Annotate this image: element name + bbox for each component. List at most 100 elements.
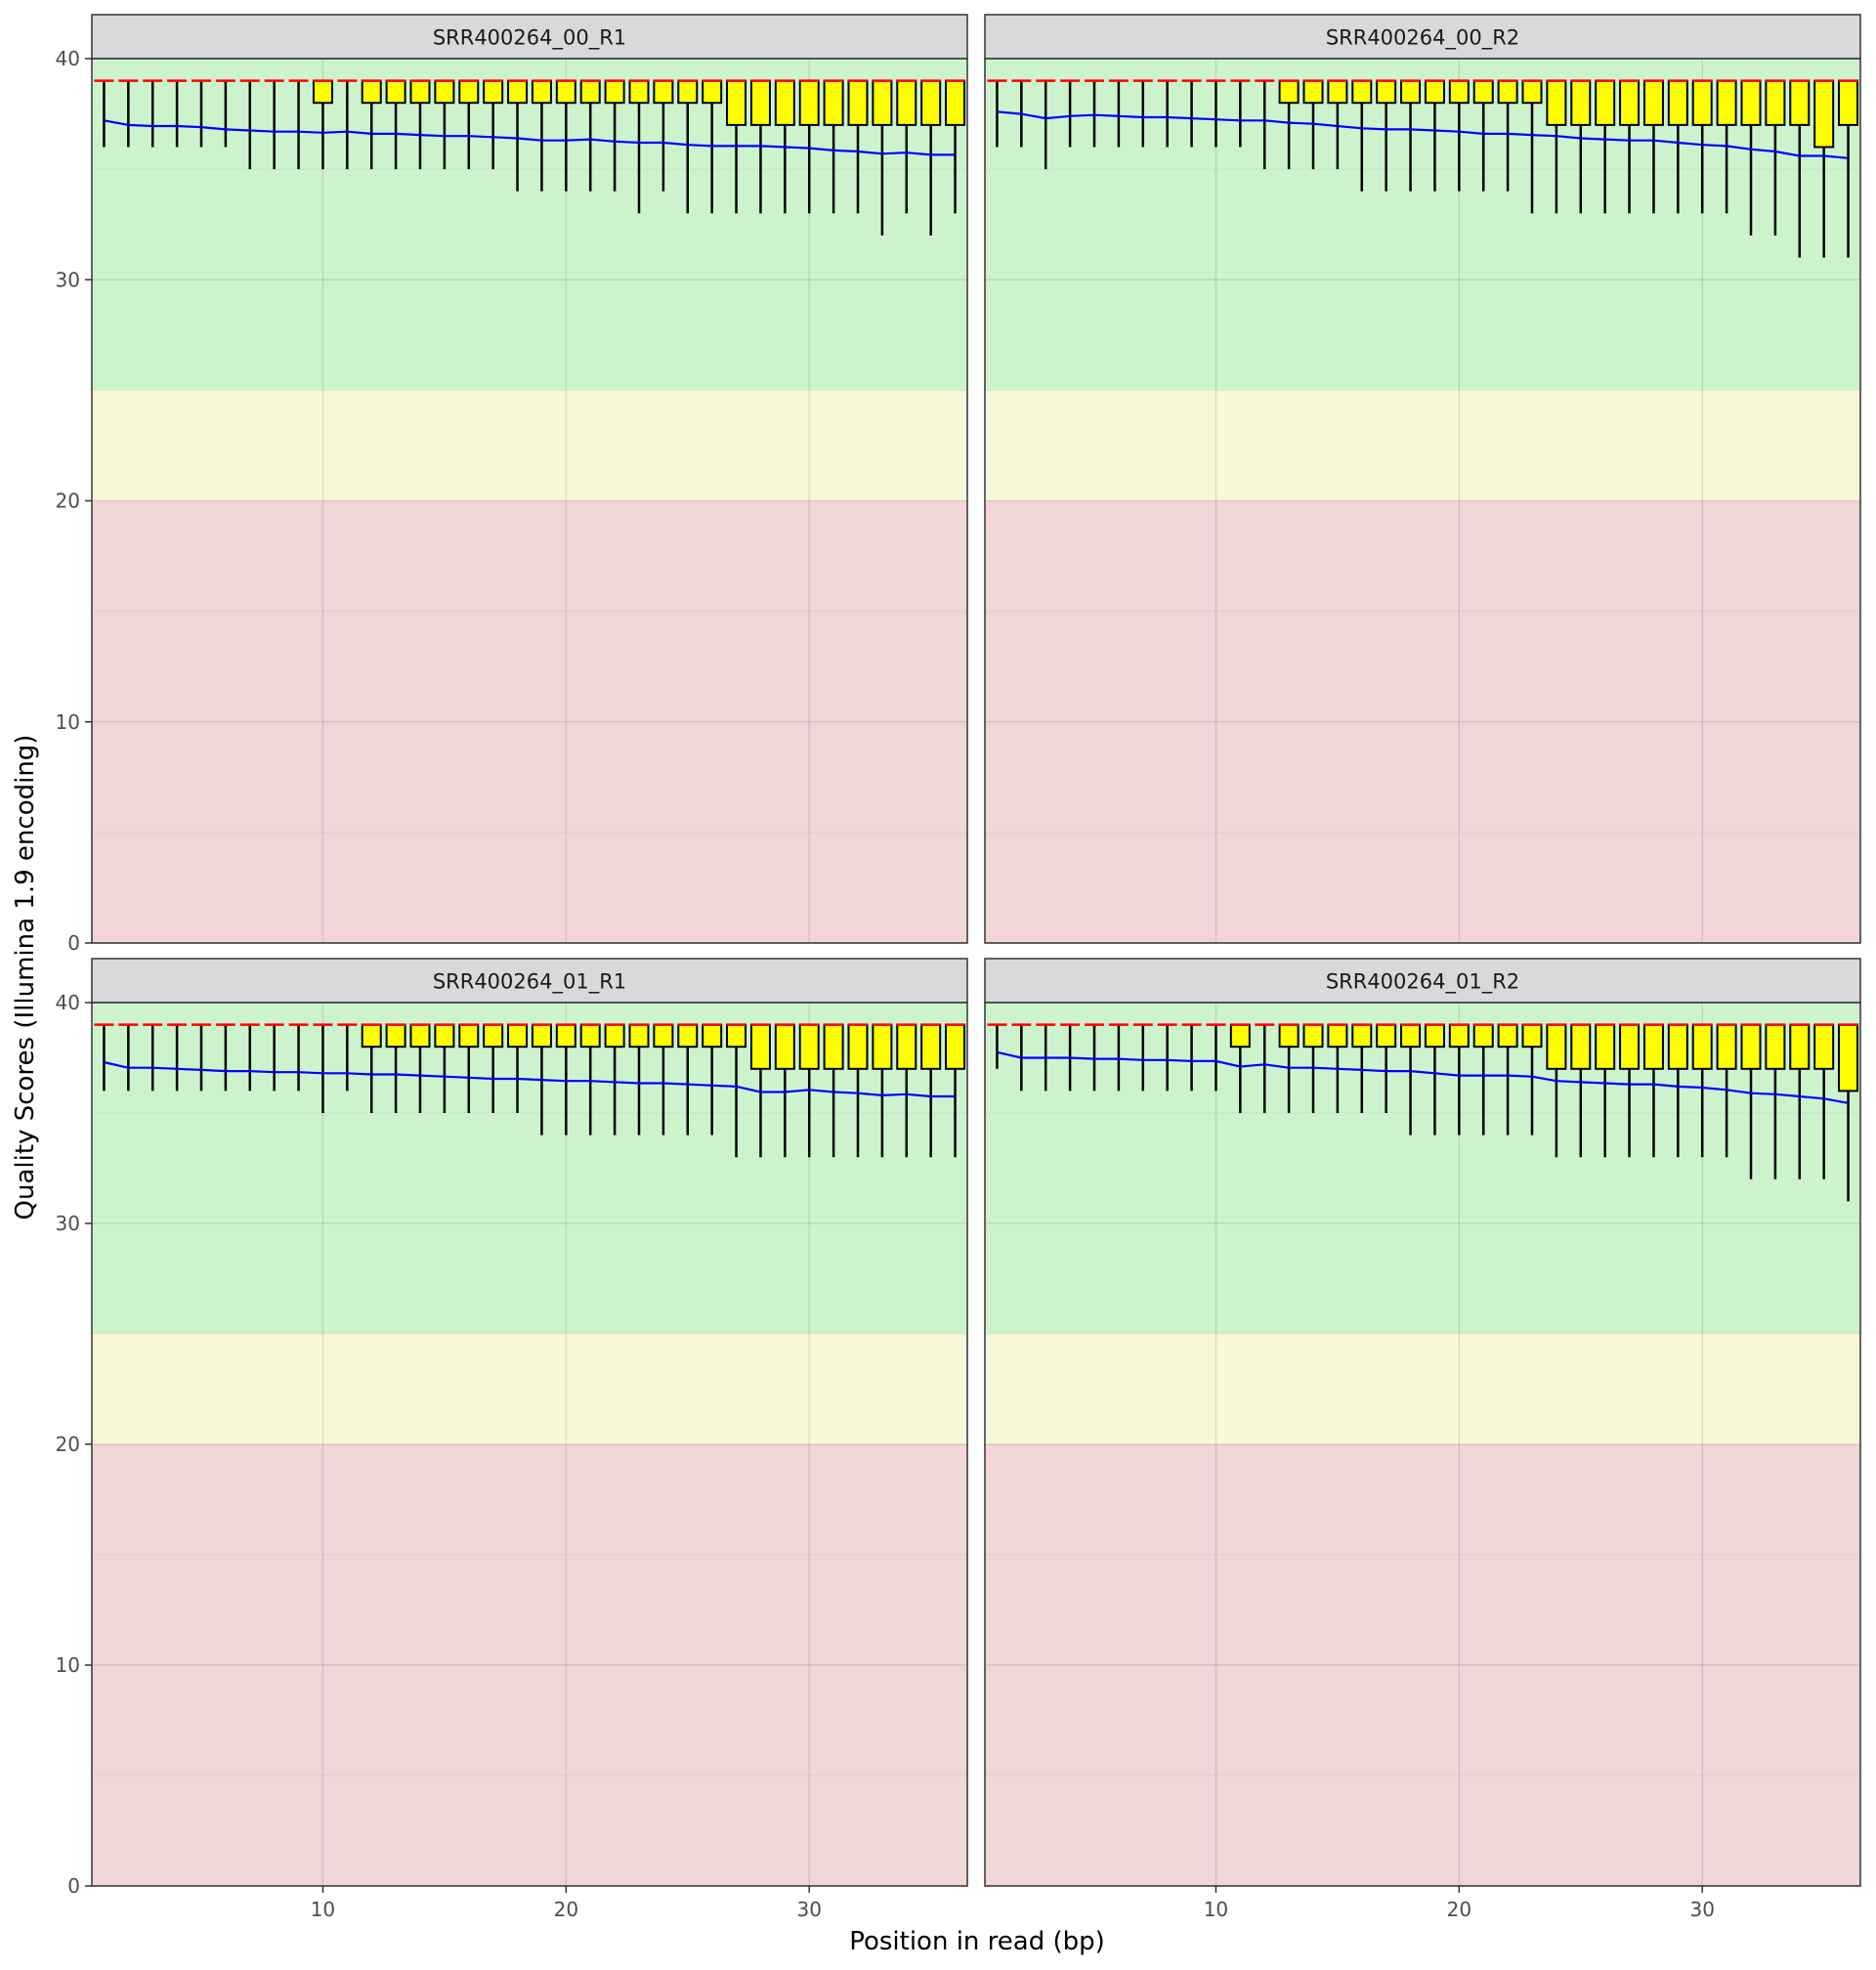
- box: [385, 1023, 406, 1049]
- box: [579, 1023, 601, 1049]
- x-tick-label: 30: [1689, 1898, 1714, 1921]
- panel-title: SRR400264_01_R2: [1326, 970, 1519, 995]
- box: [312, 79, 333, 105]
- box: [458, 1023, 480, 1049]
- box: [1740, 1023, 1762, 1070]
- box: [1619, 79, 1641, 126]
- box: [1521, 1023, 1543, 1049]
- box: [726, 1023, 747, 1049]
- box: [1667, 79, 1688, 126]
- box: [872, 79, 893, 126]
- box: [1765, 1023, 1786, 1070]
- y-tick-label: 0: [67, 931, 80, 955]
- box: [1595, 79, 1616, 126]
- mean-line: [104, 119, 956, 156]
- box: [1497, 79, 1518, 105]
- box: [1838, 79, 1859, 126]
- box: [555, 79, 576, 105]
- box: [920, 1023, 942, 1070]
- box: [1595, 1023, 1616, 1070]
- box: [483, 79, 504, 105]
- quality-band-1: [92, 1334, 967, 1444]
- quality-band-0: [985, 1444, 1860, 1886]
- box: [1642, 79, 1664, 126]
- x-axis-label: Position in read (bp): [849, 1927, 1105, 1956]
- quality-band-2: [985, 59, 1860, 391]
- box: [1691, 1023, 1713, 1070]
- box: [1400, 1023, 1422, 1049]
- box: [1667, 1023, 1688, 1070]
- box: [1619, 1023, 1641, 1070]
- box: [1642, 1023, 1664, 1070]
- mean-line: [997, 110, 1849, 159]
- box: [434, 79, 455, 105]
- box: [1400, 79, 1422, 105]
- box: [1813, 79, 1835, 149]
- box: [1813, 1023, 1835, 1070]
- y-tick-label: 30: [56, 1212, 80, 1235]
- box: [749, 79, 771, 126]
- box: [1716, 79, 1737, 126]
- panel-title: SRR400264_00_R2: [1326, 26, 1519, 51]
- box: [1327, 1023, 1348, 1049]
- box: [1376, 1023, 1397, 1049]
- box: [1497, 1023, 1518, 1049]
- quality-band-0: [92, 500, 967, 943]
- box: [385, 79, 406, 105]
- box: [531, 79, 552, 105]
- panel-border: [984, 1002, 1861, 1887]
- box: [653, 1023, 674, 1049]
- y-tick-label: 30: [56, 268, 80, 291]
- box: [945, 79, 966, 126]
- box: [1278, 1023, 1300, 1049]
- box: [1789, 79, 1811, 126]
- y-tick-label: 20: [56, 1433, 80, 1456]
- box: [847, 1023, 869, 1070]
- box: [409, 1023, 431, 1049]
- panel-title: SRR400264_01_R1: [433, 970, 626, 995]
- box: [920, 79, 942, 126]
- box: [945, 1023, 966, 1070]
- x-tick-label: 20: [1447, 1898, 1471, 1921]
- quality-band-2: [92, 1003, 967, 1334]
- box: [1351, 1023, 1373, 1049]
- y-tick-label: 10: [56, 710, 80, 734]
- quality-band-2: [985, 1003, 1860, 1334]
- strip-header: [984, 958, 1861, 1004]
- box: [1765, 79, 1786, 126]
- box: [1229, 1023, 1251, 1049]
- box: [507, 79, 529, 105]
- strip-header: [91, 14, 968, 60]
- box: [458, 79, 480, 105]
- box: [1570, 1023, 1592, 1070]
- box: [1521, 79, 1543, 105]
- y-axis-label: Quality Scores (Illumina 1.9 encoding): [11, 735, 40, 1221]
- box: [604, 1023, 625, 1049]
- box: [1278, 79, 1300, 105]
- box: [896, 79, 917, 126]
- box: [361, 79, 382, 105]
- x-tick-label: 30: [796, 1898, 821, 1921]
- box: [628, 1023, 650, 1049]
- panel-2: SRR400264_00_R2: [984, 14, 1861, 944]
- box: [1351, 79, 1373, 105]
- box: [1424, 79, 1445, 105]
- panel-3: SRR400264_01_R1 0 10 20 30 40 10 20 30: [56, 958, 968, 1921]
- box: [579, 79, 601, 105]
- box: [1302, 79, 1324, 105]
- box: [702, 1023, 723, 1049]
- box: [774, 79, 795, 126]
- quality-band-2: [92, 59, 967, 391]
- box: [1448, 1023, 1470, 1049]
- box: [1570, 79, 1592, 126]
- box: [555, 1023, 576, 1049]
- box: [1691, 79, 1713, 126]
- box: [434, 1023, 455, 1049]
- box: [798, 1023, 820, 1070]
- mean-line: [997, 1050, 1849, 1104]
- box: [702, 79, 723, 105]
- y-tick-label: 10: [56, 1653, 80, 1677]
- box: [1716, 1023, 1737, 1070]
- quality-band-1: [92, 390, 967, 501]
